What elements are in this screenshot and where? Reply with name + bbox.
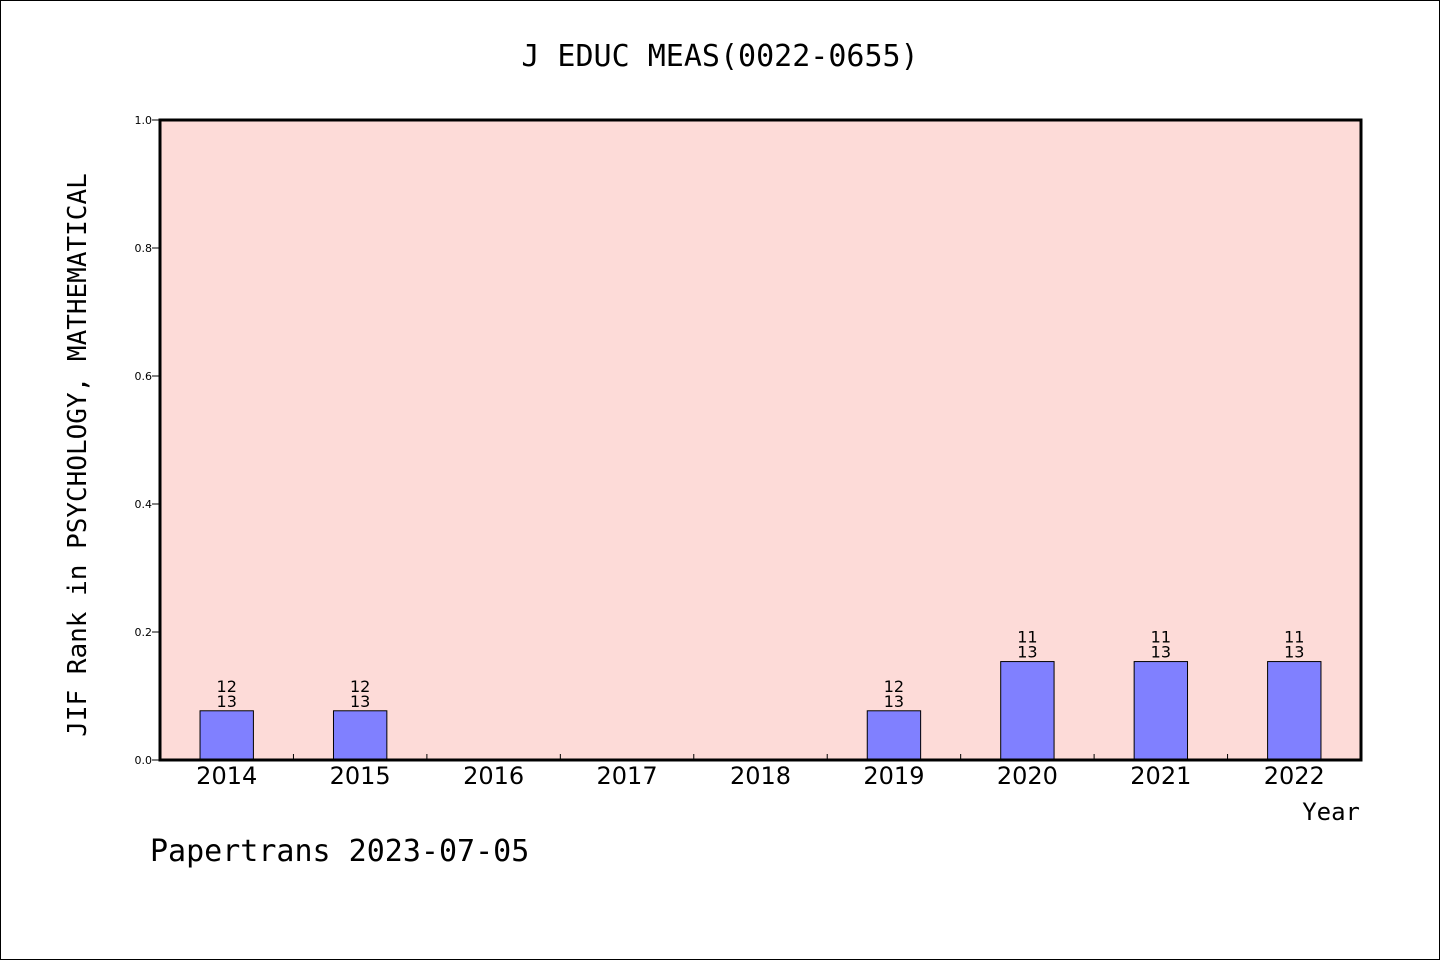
x-tick-label-2015: 2015 bbox=[330, 762, 391, 790]
bar-total-label-2015: 13 bbox=[350, 692, 370, 711]
x-axis-label: Year bbox=[1302, 798, 1360, 826]
bar-rank-label-2020: 11 bbox=[1017, 628, 1037, 647]
bar-2022 bbox=[1267, 661, 1322, 761]
x-tick-label-2018: 2018 bbox=[730, 762, 791, 790]
x-tick-label-2014: 2014 bbox=[196, 762, 257, 790]
bar-total-label-2014: 13 bbox=[217, 692, 237, 711]
bar-rank-label-2019: 12 bbox=[884, 677, 904, 696]
bars-group bbox=[199, 661, 1322, 761]
y-tick-label-4: 0.8 bbox=[135, 242, 153, 255]
bar-2015 bbox=[332, 710, 388, 761]
bar-2021 bbox=[1133, 661, 1189, 761]
chart-title: J EDUC MEAS(0022-0655) bbox=[521, 39, 918, 74]
x-tick-label-2019: 2019 bbox=[863, 762, 924, 790]
bar-rank-label-2014: 12 bbox=[217, 677, 237, 696]
bar-total-label-2020: 13 bbox=[1017, 643, 1037, 662]
y-tick-label-3: 0.6 bbox=[135, 370, 153, 383]
bar-total-label-2019: 13 bbox=[884, 692, 904, 711]
y-tick-label-5: 1.0 bbox=[135, 114, 153, 127]
bar-rank-label-2015: 12 bbox=[350, 677, 370, 696]
bar-rank-label-2022: 11 bbox=[1284, 628, 1304, 647]
bar-total-label-2022: 13 bbox=[1284, 643, 1304, 662]
bar-2020 bbox=[1000, 661, 1055, 761]
x-tick-label-2021: 2021 bbox=[1130, 762, 1191, 790]
y-axis-ticks: 0.0 0.2 0.4 0.6 0.8 1.0 bbox=[135, 114, 160, 767]
x-axis-ticks: 2014 2015 2016 2017 2018 2019 2020 2021 2022 bbox=[196, 754, 1325, 790]
plot-area bbox=[160, 120, 1361, 760]
x-tick-label-2017: 2017 bbox=[597, 762, 658, 790]
bar-total-label-2021: 13 bbox=[1151, 643, 1171, 662]
bar-2014 bbox=[199, 710, 254, 761]
x-tick-label-2016: 2016 bbox=[463, 762, 524, 790]
bar-2019 bbox=[866, 710, 922, 761]
plot-border bbox=[158, 118, 1363, 762]
y-tick-label-1: 0.2 bbox=[135, 626, 153, 639]
bar-rank-label-2021: 11 bbox=[1151, 628, 1171, 647]
x-tick-label-2020: 2020 bbox=[997, 762, 1058, 790]
footer-credit: Papertrans 2023-07-05 bbox=[150, 834, 530, 869]
y-axis-label: JIF Rank in PSYCHOLOGY, MATHEMATICAL bbox=[63, 173, 93, 737]
y-tick-label-2: 0.4 bbox=[135, 498, 153, 511]
x-tick-label-2022: 2022 bbox=[1264, 762, 1325, 790]
y-tick-label-0: 0.0 bbox=[135, 754, 153, 767]
